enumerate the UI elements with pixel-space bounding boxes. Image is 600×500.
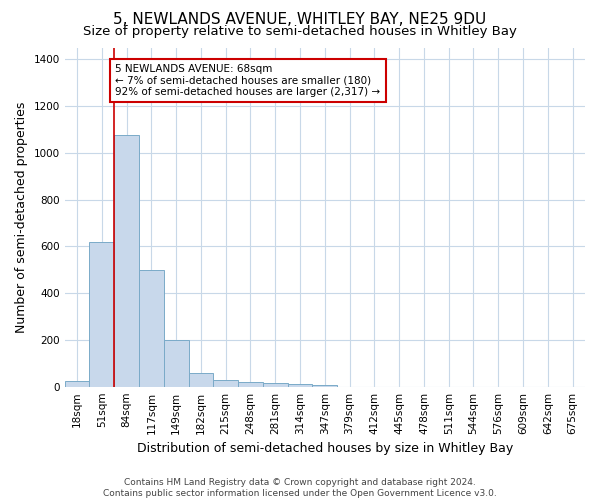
Text: Size of property relative to semi-detached houses in Whitley Bay: Size of property relative to semi-detach…: [83, 24, 517, 38]
Bar: [263, 383, 287, 386]
Bar: [287, 384, 313, 386]
Bar: [214, 380, 238, 386]
Text: Contains HM Land Registry data © Crown copyright and database right 2024.
Contai: Contains HM Land Registry data © Crown c…: [103, 478, 497, 498]
Bar: [65, 381, 89, 386]
Y-axis label: Number of semi-detached properties: Number of semi-detached properties: [15, 102, 28, 333]
Bar: [188, 372, 214, 386]
Bar: [114, 135, 139, 386]
Bar: [164, 340, 188, 386]
Bar: [313, 385, 337, 386]
X-axis label: Distribution of semi-detached houses by size in Whitley Bay: Distribution of semi-detached houses by …: [137, 442, 513, 455]
Bar: [238, 382, 263, 386]
Text: 5, NEWLANDS AVENUE, WHITLEY BAY, NE25 9DU: 5, NEWLANDS AVENUE, WHITLEY BAY, NE25 9D…: [113, 12, 487, 26]
Bar: [139, 270, 164, 386]
Text: 5 NEWLANDS AVENUE: 68sqm
← 7% of semi-detached houses are smaller (180)
92% of s: 5 NEWLANDS AVENUE: 68sqm ← 7% of semi-de…: [115, 64, 380, 97]
Bar: [89, 242, 114, 386]
